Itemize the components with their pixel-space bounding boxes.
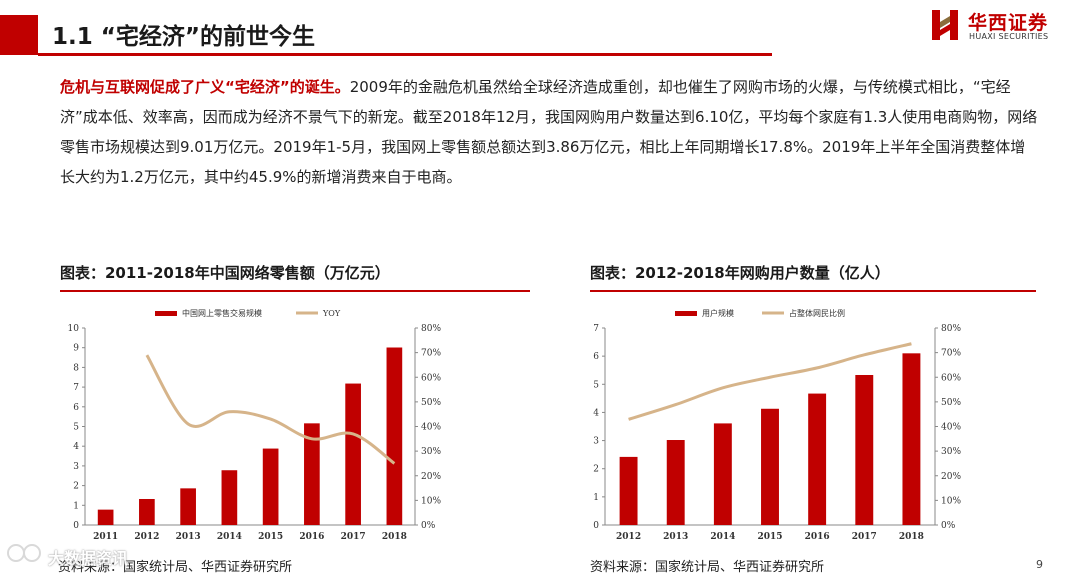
left-chart-left-tick-label: 5 (73, 423, 79, 433)
right-chart-right-tick-label: 40% (941, 423, 961, 433)
right-chart-legend-bar-label: 用户规模 (702, 308, 734, 318)
left-chart-right-tick-label: 0% (421, 521, 436, 531)
left-chart-bar-2013 (180, 488, 196, 525)
left-chart-left-tick-label: 9 (73, 344, 79, 354)
paragraph-lead: 危机与互联网促成了广义“宅经济”的诞生。 (60, 78, 350, 96)
right-chart-bar-2013 (666, 440, 685, 525)
right-chart-right-tick-label: 30% (941, 447, 961, 457)
left-chart-legend-line-label: YOY (322, 309, 341, 318)
right-chart-left-tick-label: 6 (593, 352, 599, 362)
left-chart-right-tick-label: 10% (421, 496, 441, 506)
left-chart-left-tick-label: 8 (73, 363, 79, 373)
watermark-logo-icon (7, 544, 41, 562)
right-chart-right-tick-label: 60% (941, 373, 961, 383)
left-chart-bar-2014 (221, 470, 238, 525)
right-chart-x-tick-label: 2016 (805, 532, 830, 542)
right-chart-left-tick-label: 4 (593, 408, 599, 418)
right-chart-x-tick-label: 2018 (899, 532, 924, 542)
left-chart-x-tick-label: 2016 (299, 532, 324, 542)
company-logo: 华西证券 HUAXI SECURITIES (930, 8, 1070, 44)
left-chart-left-tick-label: 1 (73, 501, 79, 511)
intro-paragraph: 危机与互联网促成了广义“宅经济”的诞生。2009年的金融危机虽然给全球经济造成重… (60, 72, 1040, 192)
left-chart-x-tick-label: 2015 (258, 532, 283, 542)
left-chart-bar-2017 (345, 383, 361, 525)
left-chart-left-tick-label: 2 (73, 482, 79, 492)
right-chart-right-tick-label: 10% (941, 496, 961, 506)
right-chart-right-tick-label: 80% (941, 324, 961, 334)
title-accent-block (0, 15, 38, 55)
right-chart-left-tick-label: 0 (593, 521, 599, 531)
paragraph-body: 2009年的金融危机虽然给全球经济造成重创，却也催生了网购市场的火爆，与传统模式… (60, 78, 1038, 186)
left-chart: 0 1 2 3 4 5 6 7 8 9 10 0% 10% 20% 30% 40% 50% 60% 70% 80% 20… (68, 308, 442, 542)
left-chart-legend-bar-swatch (155, 311, 177, 316)
right-chart-left-tick-label: 7 (593, 324, 599, 334)
left-chart-legend-bar-label: 中国网上零售交易规模 (182, 308, 262, 318)
watermark-text: 大数据资讯 (48, 549, 129, 568)
right-chart-right-tick-label: 70% (941, 349, 961, 359)
left-chart-x-tick-label: 2011 (93, 532, 118, 542)
logo-chinese-text: 华西证券 (968, 12, 1049, 34)
left-chart-series-line (145, 354, 396, 465)
left-chart-left-tick-label: 10 (68, 324, 80, 334)
title-underline (38, 53, 772, 56)
right-chart-legend-line-label: 占整体网民比例 (789, 308, 845, 318)
left-chart-left-tick-label: 0 (73, 521, 79, 531)
right-chart-x-tick-label: 2014 (710, 532, 735, 542)
right-chart-bar-2015 (761, 408, 779, 525)
right-chart-bar-2014 (713, 423, 732, 525)
right-chart-x-tick-label: 2017 (852, 532, 877, 542)
left-chart-bar-2015 (262, 448, 279, 525)
right-chart-right-tick-label: 50% (941, 398, 961, 408)
right-chart-x-tick-label: 2012 (616, 532, 641, 542)
left-chart-bar-2018 (386, 347, 403, 525)
right-chart-bar-2018 (902, 353, 921, 525)
right-chart-x-tick-label: 2015 (757, 532, 782, 542)
left-chart-x-tick-label: 2013 (176, 532, 201, 542)
left-chart-left-tick-label: 3 (73, 462, 79, 472)
right-chart-left-tick-label: 3 (593, 437, 599, 447)
logo-english-text: HUAXI SECURITIES (969, 32, 1049, 41)
huaxi-logo-icon (932, 10, 958, 40)
right-chart-bar-2016 (808, 393, 827, 525)
left-chart-left-tick-label: 7 (73, 383, 79, 393)
right-chart-left-tick-label: 2 (593, 465, 599, 475)
left-chart-right-tick-label: 20% (421, 472, 441, 482)
right-chart-source: 资料来源：国家统计局、华西证券研究所 (590, 560, 825, 575)
right-chart-heading: 图表：2012-2018年网购用户数量（亿人） (590, 264, 890, 282)
left-chart-left-tick-label: 4 (73, 442, 79, 452)
right-chart-bar-2012 (619, 456, 638, 525)
left-chart-right-tick-label: 40% (421, 423, 441, 433)
left-chart-source: 资料来源：国家统计局、华西证券研究所 (58, 560, 293, 575)
right-chart-bar-2017 (855, 374, 874, 525)
left-chart-right-tick-label: 70% (421, 349, 441, 359)
left-chart-right-tick-label: 80% (421, 324, 441, 334)
left-chart-right-tick-label: 60% (421, 373, 441, 383)
left-chart-heading: 图表：2011-2018年中国网络零售额（万亿元） (60, 264, 390, 282)
left-chart-bar-2016 (304, 423, 320, 525)
left-chart-x-tick-label: 2012 (134, 532, 159, 542)
right-chart-series-line (628, 342, 912, 421)
left-chart-bar-2011 (97, 509, 114, 525)
left-chart-right-tick-label: 50% (421, 398, 441, 408)
left-chart-rule (60, 290, 530, 292)
page-number: 9 (1036, 558, 1043, 571)
left-chart-bar-2012 (139, 498, 155, 525)
left-chart-right-tick-label: 30% (421, 447, 441, 457)
right-chart-x-tick-label: 2013 (663, 532, 688, 542)
right-chart-right-tick-label: 20% (941, 472, 961, 482)
right-chart-legend-bar-swatch (675, 311, 697, 316)
left-chart-x-tick-label: 2018 (382, 532, 407, 542)
right-chart-left-tick-label: 1 (593, 493, 599, 503)
left-chart-left-tick-label: 6 (73, 403, 79, 413)
right-chart-right-tick-label: 0% (941, 521, 956, 531)
left-chart-x-tick-label: 2017 (341, 532, 366, 542)
page-title: 1.1 “宅经济”的前世今生 (52, 24, 315, 50)
right-chart-rule (590, 290, 1036, 292)
left-chart-x-tick-label: 2014 (217, 532, 242, 542)
right-chart-left-tick-label: 5 (593, 380, 599, 390)
